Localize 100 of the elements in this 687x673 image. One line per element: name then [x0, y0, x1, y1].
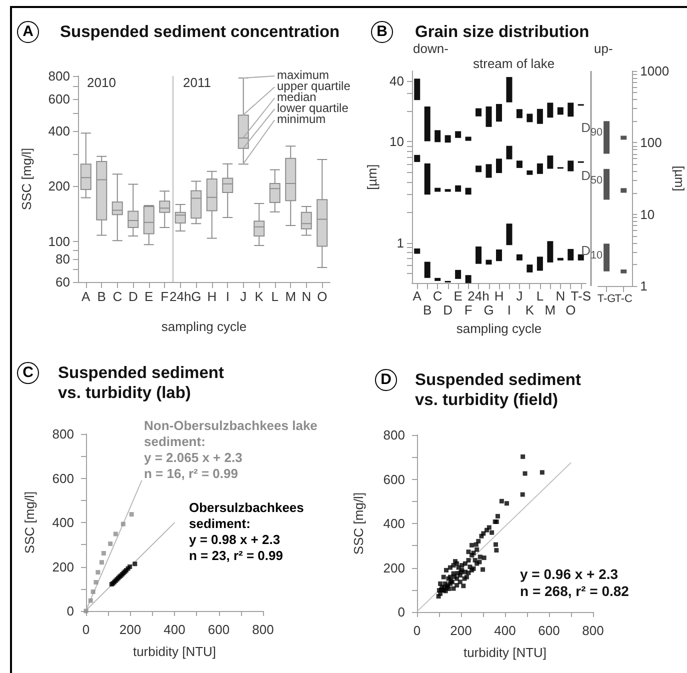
x-axis-title: turbidity [NTU]: [132, 644, 216, 659]
y-tick-label: 600: [52, 470, 74, 486]
annotation: n = 23, r² = 0.99: [189, 548, 283, 564]
x-tick-label: K: [254, 289, 264, 304]
x-tick-label: 600: [208, 622, 230, 637]
annotation: y = 2.065 x + 2.3: [144, 450, 242, 466]
annotation: 2011: [183, 75, 211, 90]
x-tick-label: 400: [164, 622, 186, 637]
y-tick-label: 0: [66, 604, 74, 618]
text: B: [371, 21, 393, 43]
y-axis-title: SSC [mg/l]: [19, 148, 34, 210]
chart-title: Suspended sediment concentration: [60, 22, 341, 42]
y-axis-title: SSC [mg/l]: [351, 492, 366, 555]
x-tick-label: G: [191, 289, 202, 304]
y2-tick-label: 10: [640, 206, 655, 222]
annotation: upper quartile: [277, 79, 350, 93]
text: down-: [413, 41, 448, 56]
x-tick-label: K: [525, 302, 534, 318]
y-axis-title: SSC [mg/l]: [22, 491, 37, 554]
y-tick-label: 800: [48, 68, 70, 84]
text: A: [17, 21, 39, 43]
annotation: n = 268, r² = 0.82: [520, 583, 629, 599]
x-tick-label: E: [454, 288, 463, 304]
annotation: 2010: [87, 75, 116, 90]
x-tick-label: O: [317, 289, 328, 304]
x-tick-label: O: [566, 302, 576, 318]
x-tick-label: 0: [82, 622, 90, 637]
x-tick-label: E: [144, 289, 154, 304]
text: up-: [594, 41, 613, 56]
x-axis-title: sampling cycle: [456, 321, 542, 336]
x-tick-label: 24h: [170, 289, 192, 304]
x-axis-title: turbidity [NTU]: [463, 645, 547, 660]
x-tick-label: M: [285, 289, 296, 304]
y-tick-label: 800: [383, 428, 405, 442]
x-tick-label: 800: [252, 622, 274, 637]
annotation: n = 16, r² = 0.99: [144, 466, 238, 482]
x-tick-label: I: [507, 302, 512, 318]
x-tick-label: J: [516, 288, 523, 304]
y-tick-label: 100: [48, 234, 70, 249]
y-tick-label: 80: [56, 252, 70, 267]
text: D: [375, 369, 397, 391]
x-tick-label: G: [484, 302, 494, 318]
chart-title: Suspended sediment vs. turbidity (lab): [58, 363, 225, 403]
x-tick-label: 0: [413, 623, 421, 638]
y-tick-label: 200: [48, 178, 70, 194]
x-tick-label: L: [536, 288, 544, 304]
y2-tick-label: 1: [640, 278, 648, 294]
x-tick-label: J: [240, 289, 247, 304]
x-tick-label: 200: [450, 623, 472, 638]
y-tick-label: 1: [396, 235, 404, 250]
annotation: lower quartile: [277, 101, 348, 115]
y-tick-label: 0: [398, 604, 405, 620]
x-tick-label: F: [160, 289, 169, 304]
x-tick-label: B: [97, 289, 106, 304]
y-tick-label: 800: [52, 426, 74, 442]
x-tick-label: 400: [494, 623, 516, 638]
x-tick-label: 24h: [468, 288, 490, 304]
y-tick-label: 200: [52, 559, 74, 574]
x-axis-title: sampling cycle: [161, 319, 247, 334]
y2-tick-label: 100: [640, 135, 662, 150]
x-tick-label: T-C: [614, 293, 633, 305]
y2-axis-title: [µm]: [672, 166, 687, 192]
annotation: y = 0.96 x + 2.3: [520, 566, 618, 582]
y-tick-label: 600: [48, 91, 70, 106]
chart-title: Grain size distribution: [415, 22, 590, 42]
y-tick-label: 10: [390, 134, 404, 150]
x-tick-label: 800: [582, 623, 604, 638]
x-tick-label: L: [271, 289, 278, 304]
x-tick-label: H: [207, 289, 217, 304]
x-tick-label: H: [494, 288, 504, 304]
y-axis-title: [µm]: [364, 164, 380, 190]
x-tick-label: T-S: [570, 288, 592, 304]
x-tick-label: N: [302, 289, 312, 304]
x-tick-label: M: [544, 302, 556, 318]
x-tick-label: F: [464, 302, 472, 318]
x-tick-label: A: [412, 288, 422, 304]
y-tick-label: 200: [383, 560, 405, 576]
x-tick-label: A: [82, 289, 91, 304]
text: C: [17, 362, 39, 384]
y2-tick-label: 1000: [640, 64, 670, 78]
text: stream of lake: [473, 56, 555, 71]
y-tick-label: 40: [390, 73, 404, 88]
text: Obersulzbachkees sediment:: [189, 500, 305, 532]
x-tick-label: 200: [119, 622, 142, 637]
y-tick-label: 400: [52, 515, 74, 530]
x-tick-label: T-G: [597, 293, 616, 305]
chart-title: Suspended sediment vs. turbidity (field): [415, 370, 582, 410]
x-tick-label: N: [556, 288, 566, 304]
annotation: y = 0.98 x + 2.3: [189, 532, 280, 548]
x-tick-label: C: [432, 288, 442, 304]
x-tick-label: I: [226, 289, 230, 304]
y-tick-label: 60: [56, 274, 70, 290]
x-tick-label: D: [443, 302, 453, 318]
text: Non-Obersulzbachkees lake sediment:: [144, 418, 318, 450]
annotation: maximum: [277, 68, 330, 82]
x-tick-label: B: [423, 302, 432, 318]
x-tick-label: 600: [538, 623, 560, 638]
y-tick-label: 400: [48, 124, 70, 139]
x-tick-label: C: [112, 289, 122, 304]
x-tick-label: D: [128, 289, 138, 304]
